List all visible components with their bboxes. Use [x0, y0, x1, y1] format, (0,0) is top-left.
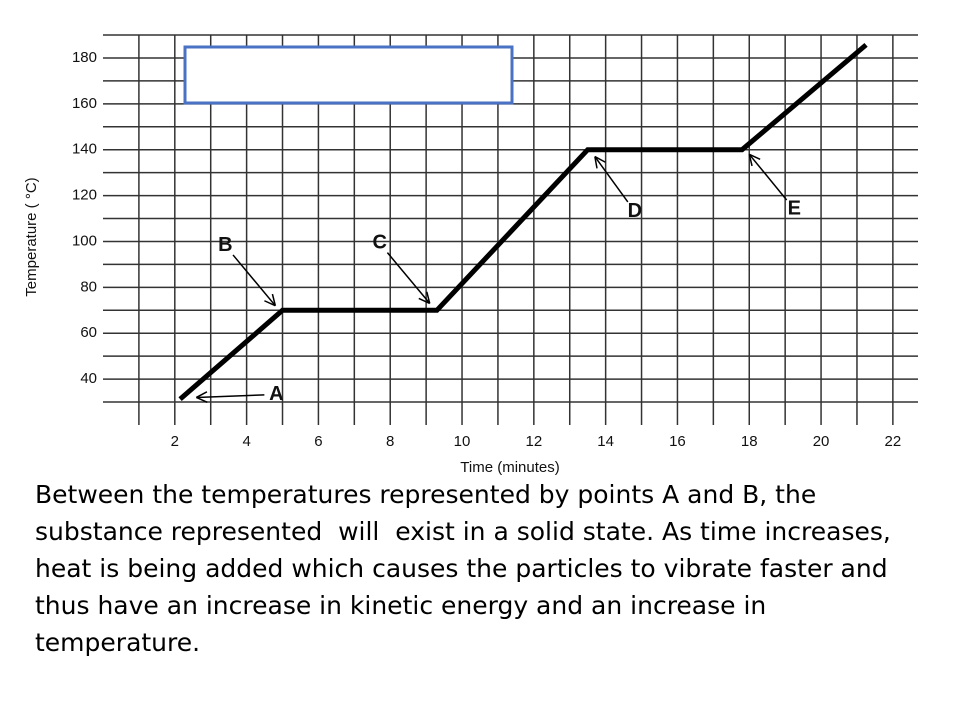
y-tick-label: 60 — [80, 324, 97, 341]
y-tick-label: 120 — [72, 187, 97, 204]
caption: Between the temperatures represented by … — [35, 480, 899, 657]
arrow-head — [426, 291, 431, 304]
data-line — [178, 42, 868, 401]
x-axis-label: Time (minutes) — [460, 459, 559, 476]
x-tick-label: 2 — [171, 433, 179, 450]
annotation-arrow — [748, 153, 788, 201]
annotation-arrow — [196, 394, 265, 399]
y-tick-label: 140 — [72, 141, 97, 158]
x-tick-label: 20 — [813, 433, 830, 450]
arrow-head — [748, 153, 761, 161]
x-tick-label: 6 — [314, 433, 322, 450]
annotation-label: A — [269, 383, 283, 405]
x-tick-label: 10 — [454, 433, 471, 450]
annotation-label: E — [788, 198, 801, 220]
arrow-head — [271, 293, 277, 306]
annotation-arrow — [594, 156, 629, 203]
x-tick-label: 16 — [669, 433, 686, 450]
arrow-head — [264, 300, 276, 307]
y-tick-label: 160 — [72, 95, 97, 112]
x-tick-label: 4 — [242, 433, 250, 450]
y-tick-label: 80 — [80, 278, 97, 295]
blank-box — [183, 45, 514, 105]
arrow-head — [418, 297, 431, 305]
arrow-head — [195, 391, 208, 399]
arrow-head — [748, 154, 753, 167]
arrow-head — [594, 156, 598, 169]
arrow-head — [196, 396, 208, 403]
arrow-head — [594, 155, 606, 163]
y-tick-label: 180 — [72, 49, 97, 66]
chart: 2 4 6 8 10 12 14 16 18 20 22 40 60 80 100 120 140 160 180 A… — [23, 34, 918, 476]
x-tick-label: 12 — [525, 433, 542, 450]
x-tick-label: 8 — [386, 433, 394, 450]
annotation-arrow — [232, 254, 276, 307]
y-tick-label: 40 — [80, 370, 97, 387]
annotation-label: C — [372, 232, 386, 254]
x-tick-label: 14 — [597, 433, 614, 450]
y-tick-label: 100 — [72, 232, 97, 249]
x-tick-label: 18 — [741, 433, 758, 450]
y-axis-label: Temperature ( °C) — [23, 177, 40, 296]
annotation-label: B — [218, 234, 232, 256]
annotation-arrow — [386, 252, 431, 304]
annotation-label: D — [628, 200, 642, 222]
x-tick-label: 22 — [885, 433, 902, 450]
